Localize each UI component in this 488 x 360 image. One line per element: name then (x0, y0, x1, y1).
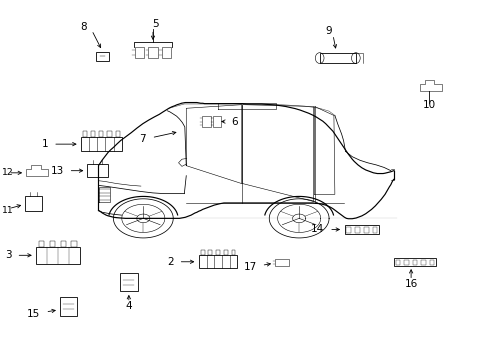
Text: 10: 10 (422, 100, 435, 111)
Text: 4: 4 (125, 301, 132, 311)
Text: 6: 6 (231, 117, 238, 127)
Text: 9: 9 (325, 26, 332, 36)
Text: 17: 17 (243, 262, 256, 272)
Text: 1: 1 (41, 139, 48, 149)
Text: 7: 7 (139, 134, 145, 144)
Text: 11: 11 (1, 206, 13, 215)
Text: 5: 5 (152, 19, 159, 29)
Text: 15: 15 (27, 309, 41, 319)
Text: 16: 16 (404, 279, 417, 289)
Text: 8: 8 (80, 22, 87, 32)
Text: 14: 14 (310, 225, 324, 234)
Text: 13: 13 (50, 166, 63, 176)
Text: 2: 2 (167, 257, 173, 267)
Text: 12: 12 (1, 168, 13, 177)
Text: 3: 3 (5, 250, 12, 260)
